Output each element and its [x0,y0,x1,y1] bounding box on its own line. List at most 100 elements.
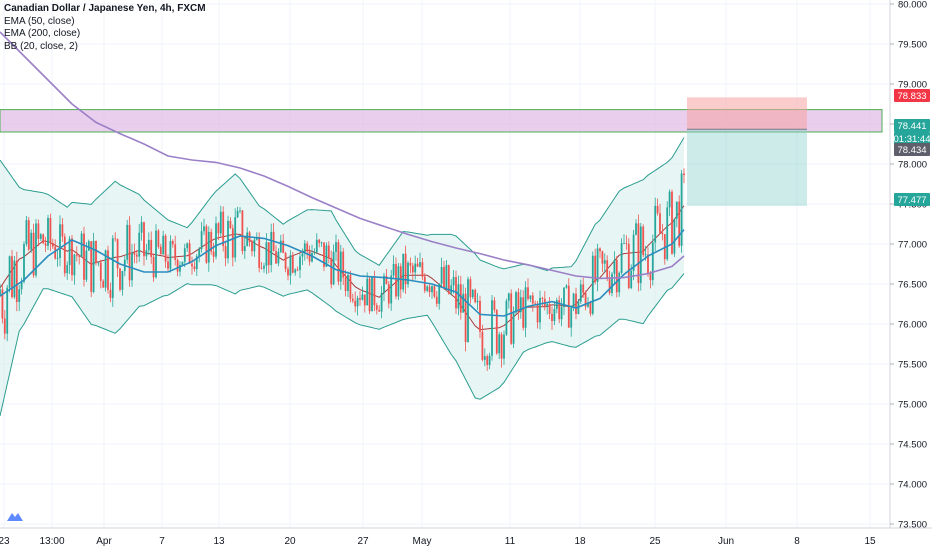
candle-body [644,254,647,256]
candle-body [44,243,47,246]
x-tick-label: 13:00 [39,536,64,547]
candle-body [498,334,501,354]
x-tick-label: 15 [864,536,876,547]
candle-body [222,211,225,247]
candle-body [599,248,601,252]
candle-body [253,239,256,252]
candle-body [66,264,69,274]
candle-body [299,256,301,271]
x-tick-label: 11 [505,536,516,547]
candle-body [162,235,165,255]
candle-body [224,246,227,259]
candle-body [347,274,349,291]
candle-body [145,250,148,257]
candle-body [683,173,685,176]
candle-body [11,256,13,298]
candle-body [183,248,186,262]
candle-body [555,300,558,309]
candle-body [35,223,37,276]
indicator-lines [0,31,685,317]
candle-body [152,256,155,278]
price-tag-label: 78.441 [897,121,926,132]
price-axis: 80.00079.50079.00078.50078.00077.50077.0… [0,0,932,531]
candle-body [349,274,352,299]
candle-body [27,220,30,250]
candle-body [251,242,253,252]
candle-body [486,356,489,365]
price-tag-label: 78.434 [897,145,926,156]
indicator-ema200[interactable]: EMA (200, close) [4,28,81,39]
candle-body [107,250,109,290]
candle-body [663,234,666,260]
candle-body [296,269,299,271]
candle-body [579,284,582,302]
candle-body [435,296,438,304]
candle-body [198,249,201,257]
candle-body [541,297,544,299]
candle-body [171,241,174,245]
candle-body [207,231,210,263]
candle-body [167,261,169,269]
candle-body [63,236,66,274]
candle-body [661,232,664,235]
candle-body [179,265,181,272]
candle-body [392,263,395,276]
candle-body [471,289,474,298]
candle-body [440,266,443,284]
candle-body [90,241,93,292]
indicator-ema50[interactable]: EMA (50, close) [4,15,75,27]
candle-body [447,265,450,294]
candle-body [680,173,683,246]
candle-body [462,293,465,313]
y-tick-label: 75.500 [898,360,927,371]
candle-body [668,191,671,208]
candle-body [635,223,637,235]
candle-body [174,244,177,260]
indicator-bb[interactable]: BB (20, close, 2) [4,40,78,52]
candle-body [512,312,515,344]
candle-body [6,287,9,334]
candle-body [258,237,261,268]
price-tag-label: 01:31:44 [894,134,931,145]
price-tag-bg [894,143,930,156]
candle-body [30,232,33,250]
candle-body [443,266,445,289]
zones [0,97,883,206]
candle-body [119,268,121,290]
candle-body [407,262,409,285]
candle-body [515,292,517,313]
candle-body [126,224,129,260]
candle-body [191,263,193,267]
candle-body [608,279,611,294]
x-tick-label: 13 [213,536,225,547]
candle-body [536,303,539,323]
candle-body [659,213,661,233]
candle-body [243,246,246,252]
candle-body [73,254,76,276]
candle-body [551,313,553,322]
chart-legend: Canadian Dollar / Japanese Yen, 4h, FXCM… [4,3,206,53]
candle-body [320,242,323,244]
candle-body [445,265,448,289]
candle-body [3,318,6,334]
candle-body [56,257,59,259]
candle-body [265,242,268,266]
candle-body [539,297,541,323]
candle-body [654,205,657,243]
candle-body [548,303,551,314]
candle-body [390,275,393,304]
candle-body [85,250,88,280]
candle-body [303,243,306,254]
candle-body [373,276,376,306]
candle-body [99,262,102,281]
candle-body [327,245,330,259]
candle-body [335,242,337,252]
candle-body [71,238,73,276]
candle-body [467,279,469,343]
candle-body [606,260,609,280]
candle-body [311,253,313,262]
candle-body [270,231,273,266]
